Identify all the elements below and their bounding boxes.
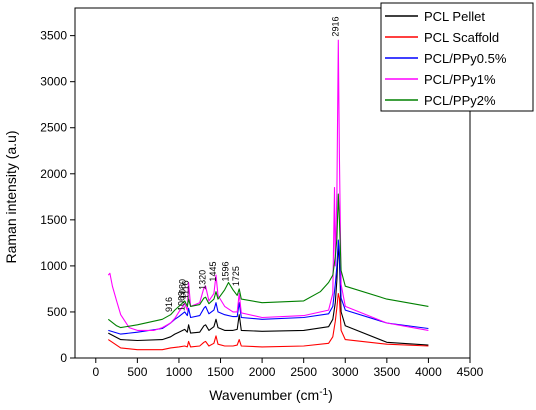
series-line-3 bbox=[107, 39, 429, 331]
y-axis-title: Raman intensity (a.u) bbox=[3, 130, 19, 263]
legend-label: PCL Pellet bbox=[424, 9, 485, 24]
y-tick-label: 3500 bbox=[40, 29, 67, 43]
x-tick-label: 1000 bbox=[166, 365, 193, 379]
peak-label: 1445 bbox=[208, 262, 218, 282]
legend-label: PCL/PPy2% bbox=[424, 93, 496, 108]
x-axis-title: Wavenumber (cm-1) bbox=[209, 387, 333, 403]
x-tick-label: 1500 bbox=[207, 365, 234, 379]
y-tick-label: 2000 bbox=[40, 167, 67, 181]
peak-label: 1320 bbox=[198, 270, 208, 290]
series-lines bbox=[107, 39, 429, 351]
x-tick-label: 0 bbox=[92, 365, 99, 379]
series-line-0 bbox=[108, 242, 429, 346]
plot-border bbox=[74, 7, 471, 359]
x-tick-label: 2000 bbox=[249, 365, 276, 379]
legend-label: PCL/PPy0.5% bbox=[424, 51, 507, 66]
y-tick-label: 3000 bbox=[40, 75, 67, 89]
x-tick-label: 4000 bbox=[415, 365, 442, 379]
legend-label: PCL Scaffold bbox=[424, 30, 499, 45]
x-tick-label: 2500 bbox=[290, 365, 317, 379]
y-tick-label: 1500 bbox=[40, 213, 67, 227]
y-tick-label: 500 bbox=[47, 305, 67, 319]
y-tick-label: 0 bbox=[60, 351, 67, 365]
x-tick-label: 3500 bbox=[373, 365, 400, 379]
series-line-1 bbox=[107, 292, 429, 351]
x-tick-label: 3000 bbox=[332, 365, 359, 379]
x-axis-ticks: 0 500 1000 1500 2000 2500 3000 3500 4000 4500 bbox=[92, 358, 484, 379]
y-tick-label: 2500 bbox=[40, 121, 67, 135]
legend-label: PCL/PPy1% bbox=[424, 72, 496, 87]
peak-label: 1596 bbox=[221, 262, 231, 282]
peak-label: 2916 bbox=[330, 17, 340, 37]
plot-frame bbox=[74, 7, 471, 359]
legend-box bbox=[380, 2, 534, 112]
peak-label: 1080 bbox=[178, 279, 188, 299]
series-line-4 bbox=[107, 193, 429, 329]
x-tick-label: 500 bbox=[127, 365, 147, 379]
peak-label: 1116 bbox=[181, 280, 191, 299]
x-tick-label: 4500 bbox=[457, 365, 484, 379]
peak-label: 1725 bbox=[231, 266, 241, 286]
peak-label: 916 bbox=[164, 297, 174, 312]
y-tick-label: 1000 bbox=[40, 259, 67, 273]
series-line-2 bbox=[108, 239, 429, 335]
peak-label: 1069 bbox=[177, 291, 187, 311]
legend: PCL Pellet PCL Scaffold PCL/PPy0.5% PCL/PPy… bbox=[380, 2, 534, 112]
y-axis-ticks: 0 500 1000 1500 2000 2500 3000 3500 bbox=[40, 29, 75, 365]
